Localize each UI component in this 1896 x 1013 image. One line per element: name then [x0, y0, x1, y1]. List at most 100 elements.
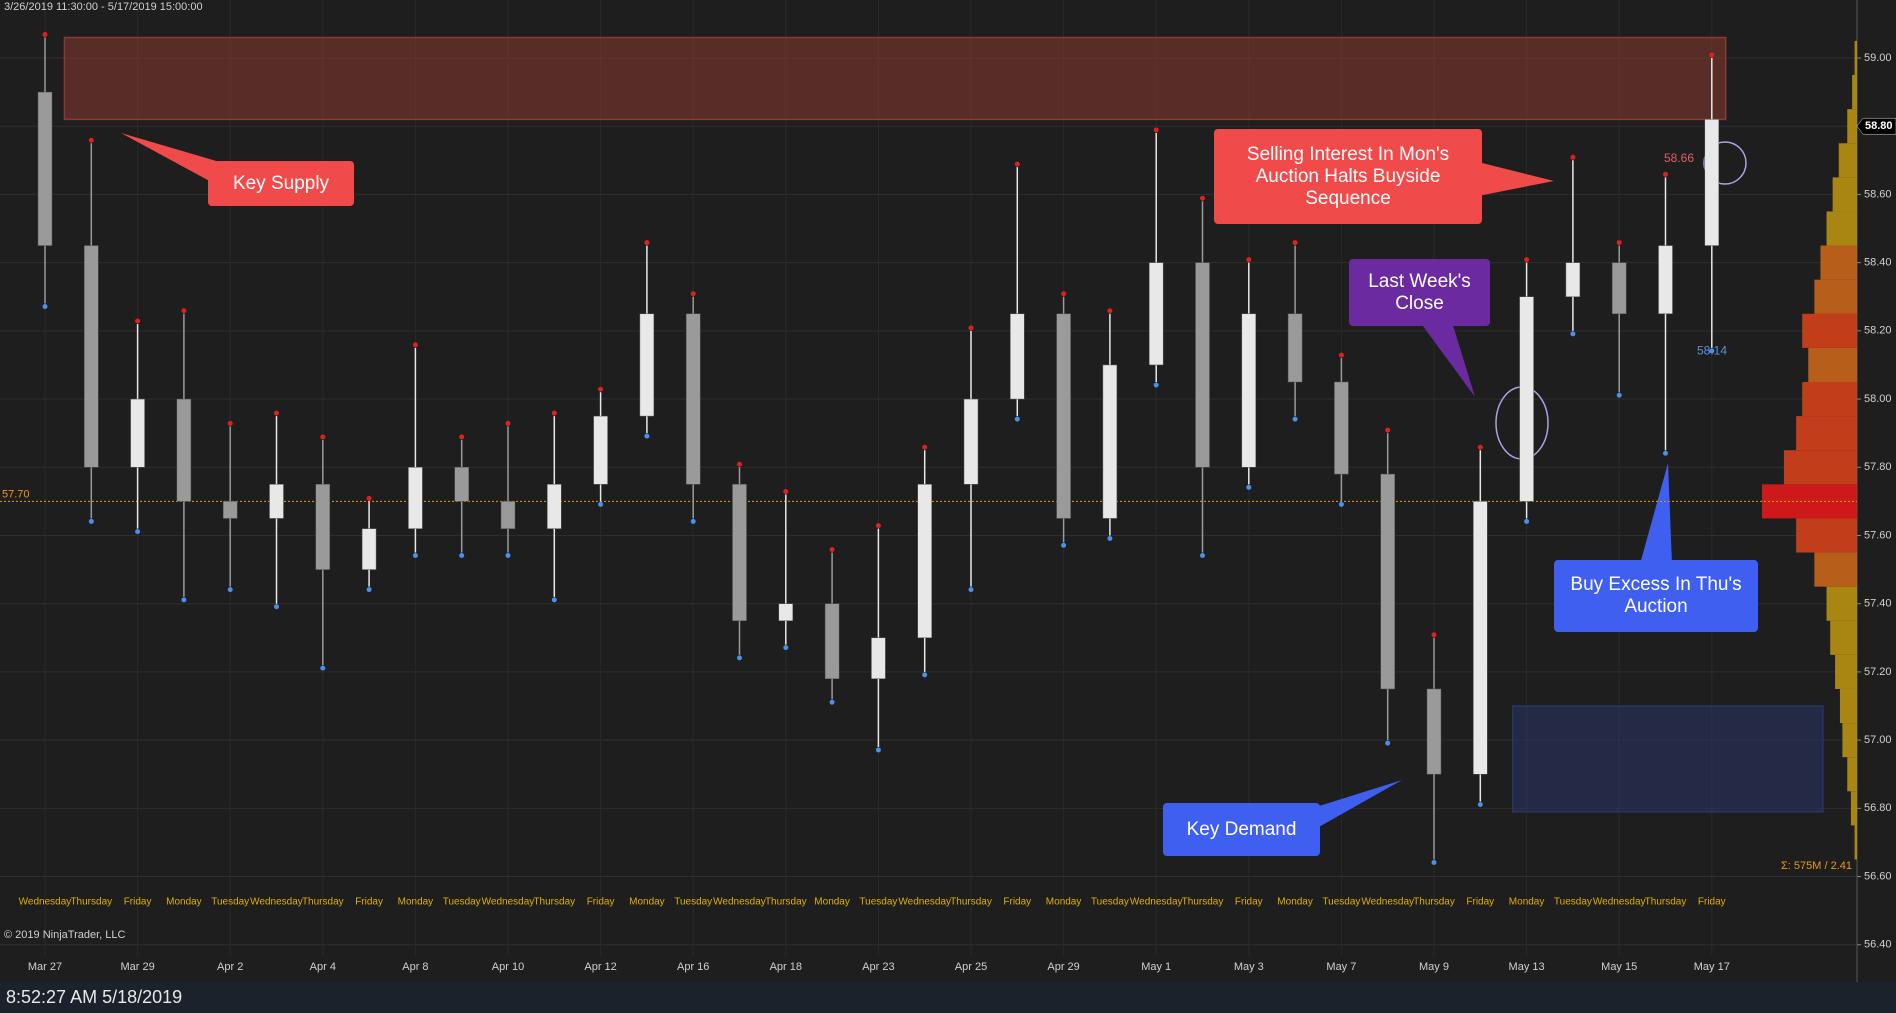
x-tick-label: May 1 — [1141, 961, 1171, 973]
candle-body — [1704, 119, 1720, 246]
high-marker — [135, 318, 141, 324]
high-marker — [459, 434, 465, 440]
weekday-label: Friday — [587, 897, 615, 908]
low-marker — [783, 645, 789, 651]
candle-body — [1102, 364, 1118, 519]
volume-profile-bar — [1830, 620, 1857, 655]
weekday-label: Thursday — [950, 897, 992, 908]
high-marker — [1107, 308, 1113, 314]
y-tick-label: 57.80 — [1864, 461, 1892, 473]
weekday-label: Tuesday — [1554, 897, 1592, 908]
volume-profile-bar — [1814, 279, 1857, 314]
weekday-label: Monday — [166, 897, 202, 908]
volume-profile-bar — [1839, 688, 1857, 724]
callout-pointer — [121, 133, 230, 184]
low-marker — [1338, 501, 1344, 507]
weekday-label: Friday — [1235, 897, 1263, 908]
low-marker — [1246, 484, 1252, 490]
high-marker — [1524, 257, 1530, 263]
low-marker — [320, 665, 326, 671]
low-marker — [1385, 740, 1391, 746]
volume-profile-bar — [1838, 143, 1857, 178]
candle-body — [824, 603, 840, 679]
callout-pointer — [1300, 780, 1402, 832]
y-tick-label: 57.40 — [1864, 598, 1892, 610]
weekday-label: Thursday — [70, 897, 112, 908]
volume-profile-bar — [1826, 586, 1857, 621]
high-marker — [1338, 352, 1344, 358]
weekday-label: Tuesday — [443, 897, 481, 908]
low-marker — [412, 553, 418, 559]
high-marker — [922, 444, 928, 450]
high-marker — [227, 420, 233, 426]
high-marker — [1616, 240, 1622, 246]
volume-profile-bar — [1832, 177, 1857, 212]
low-marker — [1616, 392, 1622, 398]
weekday-label: Wednesday — [482, 897, 535, 908]
candle-body — [1380, 473, 1395, 690]
candle-body — [37, 91, 53, 246]
x-tick-label: Apr 2 — [217, 961, 243, 973]
callout-pointer — [1640, 463, 1672, 564]
x-tick-label: Apr 8 — [402, 961, 428, 973]
high-marker — [1431, 632, 1437, 638]
chart: 3/26/2019 11:30:00 - 5/17/2019 15:00:00 … — [0, 0, 1896, 982]
volume-profile-bar — [1842, 723, 1857, 758]
price-axis — [1857, 0, 1896, 982]
low-marker — [690, 518, 696, 524]
weekday-label: Monday — [1046, 897, 1082, 908]
high-marker — [1200, 195, 1205, 201]
weekday-label: Wednesday — [1361, 897, 1414, 908]
high-marker — [1246, 257, 1252, 263]
weekday-label: Monday — [629, 897, 665, 908]
candle-body — [685, 313, 701, 485]
low-marker — [644, 433, 650, 439]
x-tick-label: May 13 — [1509, 961, 1545, 973]
chart-title: 3/26/2019 11:30:00 - 5/17/2019 15:00:00 — [4, 1, 203, 13]
candle-body — [871, 637, 886, 679]
y-tick-label: 58.40 — [1864, 257, 1892, 269]
x-tick-label: Apr 12 — [584, 961, 616, 973]
callout: Key Supply — [208, 161, 354, 206]
candle-body — [1334, 381, 1349, 475]
volume-profile-bar — [1847, 757, 1857, 792]
low-marker — [1200, 553, 1205, 559]
x-tick-label: Mar 29 — [120, 961, 154, 973]
weekday-label: Friday — [1698, 897, 1726, 908]
low-marker — [1709, 348, 1715, 354]
low-marker — [1153, 382, 1159, 388]
candle-body — [1148, 262, 1164, 366]
low-marker — [737, 655, 742, 661]
candle-body — [593, 415, 608, 485]
y-tick-label: 56.60 — [1864, 870, 1892, 882]
high-marker — [1014, 161, 1020, 167]
low-marker — [875, 747, 881, 753]
candle-body — [917, 484, 932, 639]
y-tick-label: 57.00 — [1864, 734, 1892, 746]
low-marker — [922, 672, 928, 678]
x-tick-label: May 17 — [1694, 961, 1730, 973]
low-marker — [88, 518, 94, 524]
weekday-label: Friday — [355, 897, 383, 908]
volume-profile-bar — [1783, 450, 1857, 485]
high-marker — [551, 410, 557, 416]
low-marker — [505, 553, 511, 559]
candle-body — [732, 484, 747, 622]
x-tick-label: May 3 — [1234, 961, 1264, 973]
volume-profile-bar — [1854, 825, 1857, 860]
weekday-label: Wednesday — [250, 897, 303, 908]
weekday-label: Wednesday — [1130, 897, 1183, 908]
weekday-label: Thursday — [1182, 897, 1224, 908]
weekday-label: Wednesday — [1593, 897, 1646, 908]
high-marker — [181, 308, 187, 314]
callout: Buy Excess In Thu's Auction — [1554, 560, 1758, 632]
candle-body — [269, 484, 284, 519]
weekday-label: Monday — [814, 897, 850, 908]
x-tick-label: May 7 — [1326, 961, 1356, 973]
candle-body — [222, 501, 238, 519]
candle-body — [1426, 688, 1442, 775]
volume-profile-bar — [1826, 211, 1857, 246]
volume-profile-bar — [1847, 109, 1857, 144]
high-marker — [1570, 154, 1576, 160]
